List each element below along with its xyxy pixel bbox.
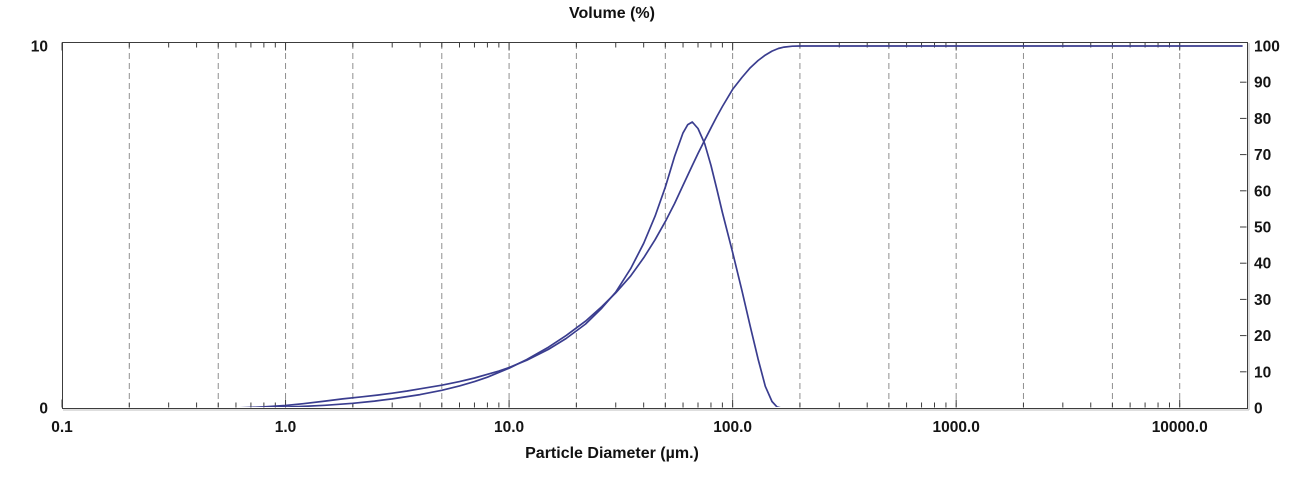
x-axis-tick-label: 100.0 [713, 419, 752, 436]
right-axis-tick-label: 80 [1254, 111, 1271, 128]
right-axis-tick-label: 10 [1254, 364, 1271, 381]
x-axis-tick-label: 1.0 [275, 419, 297, 436]
right-axis-tick-label: 0 [1254, 401, 1263, 418]
right-axis-tick-label: 60 [1254, 183, 1271, 200]
right-axis-tick-label: 40 [1254, 256, 1271, 273]
right-axis-tick-label: 30 [1254, 292, 1271, 309]
right-axis-tick-label: 70 [1254, 147, 1271, 164]
left-axis-tick-label: 10 [31, 39, 48, 56]
x-axis-tick-label: 10000.0 [1152, 419, 1208, 436]
right-axis-tick-label: 20 [1254, 328, 1271, 345]
left-axis-tick-label: 0 [39, 401, 48, 418]
x-axis-tick-label: 1000.0 [932, 419, 979, 436]
x-axis-tick-label: 10.0 [494, 419, 524, 436]
series-volume-frequency [239, 121, 781, 407]
right-axis-tick-label: 50 [1254, 220, 1271, 237]
plot-frame [62, 42, 1248, 409]
right-axis-tick-label: 90 [1254, 75, 1271, 92]
x-axis-tick-label: 0.1 [51, 419, 73, 436]
chart-title: Volume (%) [569, 5, 655, 22]
x-axis-title: Particle Diameter (µm.) [525, 445, 699, 462]
series-cumulative-undersize [242, 45, 1243, 407]
right-axis-tick-label: 100 [1254, 39, 1280, 56]
